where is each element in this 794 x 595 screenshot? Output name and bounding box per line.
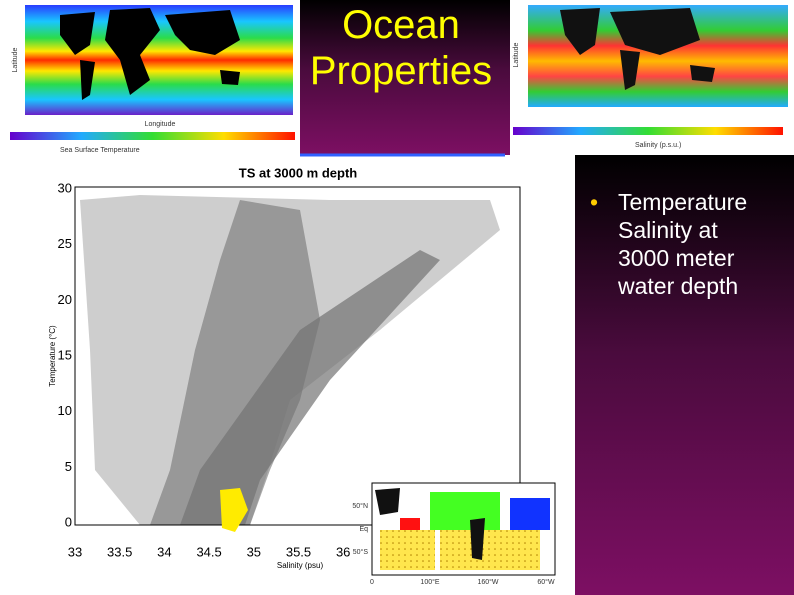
- ticks: 30 25 20 15 10 5 0 33 33.5 34 34.5 35 35.5 36 50°N Eq 50…: [58, 180, 555, 585]
- y-tick-label: 0: [65, 515, 72, 530]
- inset-lon-label: 60°W: [537, 578, 555, 586]
- axis-label: Latitude: [12, 47, 19, 72]
- slide-title: Ocean Properties: [309, 3, 493, 93]
- ts-highlight: [220, 488, 248, 532]
- colorbar-label: Sea Surface Temperature: [60, 147, 140, 154]
- y-tick-label: 25: [58, 236, 72, 251]
- bullet-list: Temperature Salinity at 3000 meter water…: [590, 188, 775, 300]
- inset-lon-label: 100°E: [420, 578, 439, 586]
- title-band: [300, 0, 510, 155]
- x-tick-label: 36: [336, 544, 350, 559]
- inset-region: [440, 530, 540, 570]
- y-tick-label: 10: [58, 403, 72, 418]
- y-tick-label: 20: [58, 292, 72, 307]
- inset-lat-label: 50°S: [353, 548, 369, 556]
- x-tick-label: 34: [157, 544, 171, 559]
- y-tick-label: 30: [58, 180, 72, 195]
- inset-region: [400, 518, 420, 530]
- bullet: Temperature Salinity at 3000 meter water…: [590, 188, 763, 300]
- y-axis-label: Temperature (°C): [48, 325, 57, 387]
- ts-plot-frame: [74, 186, 521, 526]
- x-tick-label: 35: [247, 544, 261, 559]
- sst-colorbar: [10, 132, 295, 140]
- inset-lat-label: Eq: [359, 526, 368, 533]
- inset-region: [430, 492, 500, 530]
- ts-point-cloud: [80, 195, 500, 525]
- x-tick-label: 34.5: [196, 544, 221, 559]
- x-tick-label: 33: [68, 544, 82, 559]
- colorbar-label: Salinity (p.s.u.): [635, 142, 681, 149]
- inset-region: [380, 530, 435, 570]
- inset-lon-label: 0: [370, 579, 374, 586]
- plot-title: TS at 3000 m depth: [239, 165, 358, 180]
- inset-region: [510, 498, 550, 530]
- x-axis-label: Salinity (psu): [277, 561, 324, 570]
- axis-label: Longitude: [145, 121, 176, 128]
- y-tick-label: 5: [65, 459, 72, 474]
- axis-label: Latitude: [513, 42, 520, 67]
- x-tick-label: 33.5: [107, 544, 132, 559]
- inset-lon-label: 160°W: [477, 578, 498, 586]
- inset-land: [375, 488, 485, 560]
- y-tick-label: 15: [58, 348, 72, 363]
- continents: [560, 8, 715, 90]
- inset-lat-label: 50°N: [352, 502, 368, 510]
- x-tick-label: 35.5: [286, 544, 311, 559]
- salinity-colorbar: [513, 127, 783, 135]
- continents: [60, 8, 240, 100]
